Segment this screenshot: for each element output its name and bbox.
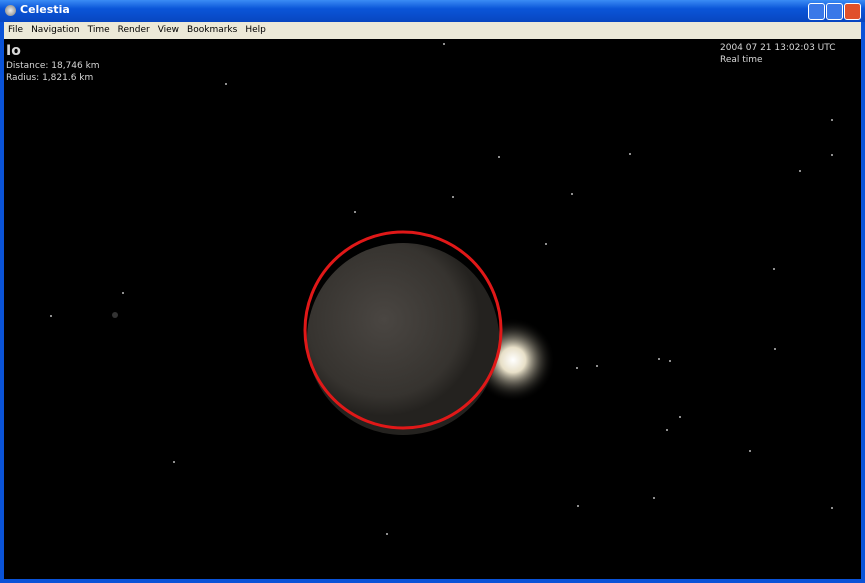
minimize-button[interactable] [808,3,825,20]
object-distance: Distance: 18,746 km [6,61,100,71]
app-icon [5,5,16,16]
menu-item[interactable]: File [4,22,27,39]
menu-item[interactable]: Help [241,22,270,39]
maximize-button[interactable] [826,3,843,20]
title-bar: Celestia [0,0,865,22]
datetime: 2004 07 21 13:02:03 UTC [720,43,836,53]
close-button[interactable] [844,3,861,20]
menu-item[interactable]: View [154,22,183,39]
menu-item[interactable]: Time [84,22,114,39]
time-mode: Real time [720,55,763,65]
io-planet[interactable] [307,243,499,435]
menu-bar: File Navigation Time Render View Bookmar… [4,22,861,39]
menu-item[interactable]: Navigation [27,22,84,39]
space-view [4,39,861,579]
window: Celestia File Navigation Time Render Vie… [0,0,865,583]
object-radius: Radius: 1,821.6 km [6,73,93,83]
menu-item[interactable]: Bookmarks [183,22,241,39]
page: Celestia File Navigation Time Render Vie… [0,0,865,583]
object-name: Io [6,43,21,59]
window-title: Celestia [20,3,70,16]
viewport[interactable]: Io Distance: 18,746 km Radius: 1,821.6 k… [4,39,861,579]
menu-item[interactable]: Render [114,22,154,39]
